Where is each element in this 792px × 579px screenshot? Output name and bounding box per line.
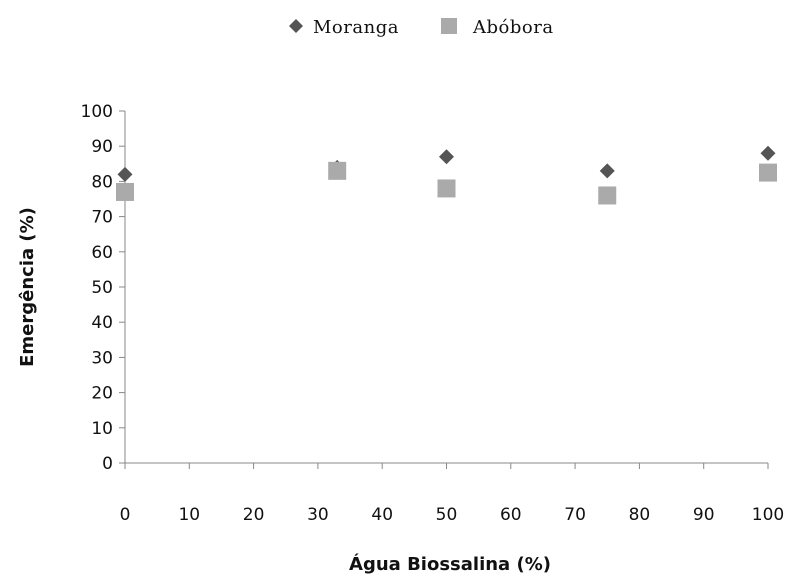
y-tick-label: 0 xyxy=(102,454,113,474)
x-tick-label: 30 xyxy=(307,505,329,525)
y-tick-label: 30 xyxy=(91,348,113,368)
x-tick-label: 60 xyxy=(500,505,522,525)
y-tick-label: 40 xyxy=(91,313,113,333)
moranga-point xyxy=(599,163,615,179)
data-points xyxy=(116,145,777,205)
y-ticks: 0 10 20 30 40 50 60 70 80 90 100 xyxy=(81,102,125,474)
x-tick-label: 0 xyxy=(120,505,131,525)
y-tick-label: 70 xyxy=(91,208,113,228)
legend: Moranga Abóbora xyxy=(289,17,554,38)
x-tick-label: 20 xyxy=(243,505,265,525)
x-tick-label: 10 xyxy=(178,505,200,525)
x-tick-label: 40 xyxy=(371,505,393,525)
legend-moranga-label: Moranga xyxy=(313,17,399,38)
axes: 0 10 20 30 40 50 60 70 80 90 100 0 10 20 30 40 50 60 70 80… xyxy=(81,102,785,525)
moranga-point xyxy=(760,145,776,161)
y-tick-label: 60 xyxy=(91,243,113,263)
y-tick-label: 50 xyxy=(91,278,113,298)
x-tick-label: 100 xyxy=(752,505,784,525)
x-tick-label: 80 xyxy=(629,505,651,525)
y-tick-label: 80 xyxy=(91,172,113,192)
legend-abobora-label: Abóbora xyxy=(472,17,554,38)
abobora-point xyxy=(116,182,134,201)
y-axis-title: Emergência (%) xyxy=(17,207,38,367)
y-tick-label: 20 xyxy=(91,384,113,404)
x-ticks: 0 10 20 30 40 50 60 70 80 90 100 xyxy=(120,463,784,525)
y-tick-label: 100 xyxy=(81,102,113,122)
moranga-point xyxy=(117,166,133,182)
moranga-point xyxy=(439,149,454,165)
abobora-point xyxy=(759,163,777,182)
abobora-point xyxy=(437,179,456,198)
y-tick-label: 90 xyxy=(91,137,113,157)
x-tick-label: 90 xyxy=(693,505,715,525)
x-tick-label: 50 xyxy=(436,505,458,525)
legend-moranga-marker xyxy=(289,19,303,33)
x-axis-title: Água Biossalina (%) xyxy=(349,553,551,575)
x-tick-label: 70 xyxy=(564,505,586,525)
abobora-point xyxy=(328,161,347,180)
legend-abobora-marker xyxy=(441,18,457,34)
abobora-point xyxy=(598,186,617,205)
y-tick-label: 10 xyxy=(91,419,113,439)
